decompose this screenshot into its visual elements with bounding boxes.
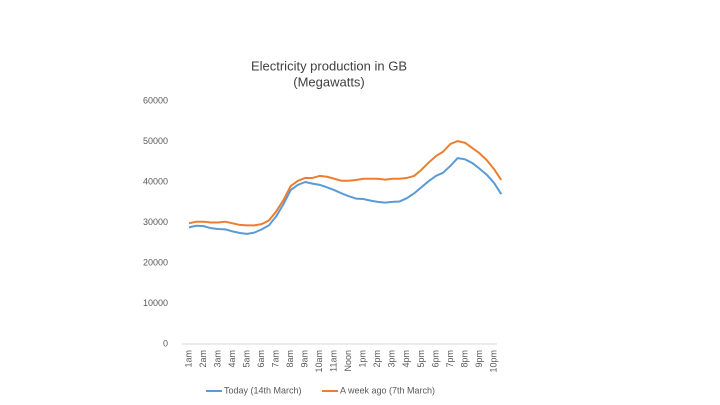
x-tick-label: 10pm xyxy=(488,350,498,373)
x-tick-label: 6am xyxy=(256,350,266,368)
x-tick-label: 11am xyxy=(329,350,339,372)
x-tick-label: 2pm xyxy=(372,350,382,368)
legend-label: A week ago (7th March) xyxy=(340,385,435,395)
x-tick-label: 5pm xyxy=(416,350,426,368)
x-tick-label: 4am xyxy=(227,350,237,368)
x-tick-label: 7am xyxy=(271,350,281,368)
y-tick-label: 40000 xyxy=(143,176,168,186)
x-tick-label: Noon xyxy=(343,350,353,372)
x-tick-label: 10am xyxy=(314,350,324,373)
x-tick-label: 1pm xyxy=(358,350,368,368)
line xyxy=(188,157,503,235)
x-tick-label: 9pm xyxy=(474,350,484,368)
y-tick-label: 50000 xyxy=(143,136,168,146)
x-tick-label: 1am xyxy=(183,350,193,368)
y-tick-label: 30000 xyxy=(143,217,168,227)
chart-subtitle: (Megawatts) xyxy=(293,74,365,89)
y-tick-label: 60000 xyxy=(143,95,168,105)
y-tick-label: 20000 xyxy=(143,257,168,267)
line xyxy=(188,140,503,227)
chart-title: Electricity production in GB xyxy=(251,58,407,73)
y-tick-label: 0 xyxy=(163,338,168,348)
x-tick-label: 2am xyxy=(198,350,208,368)
y-tick-label: 10000 xyxy=(143,298,168,308)
x-tick-label: 7pm xyxy=(445,350,455,368)
x-tick-label: 3pm xyxy=(387,350,397,368)
legend-label: Today (14th March) xyxy=(224,385,302,395)
x-tick-label: 8am xyxy=(285,350,295,368)
x-tick-label: 5am xyxy=(241,350,251,368)
x-tick-label: 6pm xyxy=(430,350,440,368)
x-tick-label: 9am xyxy=(300,350,310,368)
x-tick-label: 3am xyxy=(212,350,222,368)
x-tick-label: 8pm xyxy=(459,350,469,368)
x-tick-label: 4pm xyxy=(401,350,411,368)
